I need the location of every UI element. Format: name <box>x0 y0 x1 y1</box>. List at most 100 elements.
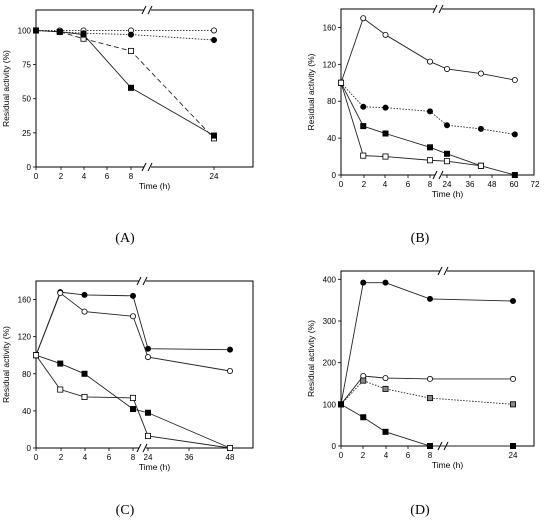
x-tick-label: 4 <box>82 172 87 181</box>
x-tick-label: 48 <box>488 180 497 189</box>
x-tick-label: 6 <box>406 180 411 189</box>
data-point <box>509 401 516 408</box>
x-tick-label: 6 <box>107 453 112 462</box>
axis-break-gap <box>139 444 146 452</box>
axis-break-gap <box>440 267 447 275</box>
data-point <box>443 122 450 129</box>
axis-break-mark <box>141 162 147 172</box>
data-point <box>210 27 217 34</box>
data-point <box>382 130 389 137</box>
data-point <box>426 144 433 151</box>
data-point <box>144 432 151 439</box>
x-tick-label: 0 <box>34 172 39 181</box>
data-point <box>511 131 518 138</box>
x-tick-label: 24 <box>443 180 452 189</box>
axis-break-mark <box>142 276 148 286</box>
x-tick-label: 2 <box>361 451 366 460</box>
data-point <box>426 295 433 302</box>
axis-break-mark <box>141 5 147 15</box>
x-axis-label: Time (h) <box>139 181 170 191</box>
y-tick-label: 100 <box>18 26 32 35</box>
data-point <box>509 297 516 304</box>
data-point <box>81 291 88 298</box>
y-tick-label: 40 <box>327 134 336 143</box>
x-tick-label: 72 <box>531 180 540 189</box>
x-axis-label: Time (h) <box>139 462 170 472</box>
x-tick-label: 8 <box>428 451 433 460</box>
x-tick-label: 8 <box>131 453 136 462</box>
data-point <box>426 157 433 164</box>
axis-break-gap <box>144 6 151 14</box>
x-tick-label: 24 <box>509 451 518 460</box>
axis-break-gap <box>435 5 442 13</box>
data-point <box>226 346 233 353</box>
data-point <box>127 84 134 91</box>
panel-label: (D) <box>410 503 430 518</box>
data-point <box>129 313 136 320</box>
x-tick-label: 0 <box>339 180 344 189</box>
series-line <box>35 30 215 136</box>
axis-break-mark <box>432 170 438 180</box>
x-tick-label: 4 <box>383 180 388 189</box>
panel-label: (C) <box>116 503 135 518</box>
x-tick-label: 8 <box>129 172 134 181</box>
y-tick-label: 0 <box>332 442 337 451</box>
y-tick-label: 100 <box>323 400 337 409</box>
axis-break-mark <box>147 162 153 172</box>
y-tick-label: 50 <box>22 95 31 104</box>
data-point <box>81 308 88 315</box>
y-tick-label: 75 <box>22 61 31 70</box>
x-tick-label: 24 <box>210 172 219 181</box>
y-tick-label: 25 <box>22 129 31 138</box>
data-point <box>226 444 233 451</box>
series-line <box>35 292 231 372</box>
data-point <box>144 354 151 361</box>
series-line <box>340 82 481 167</box>
data-point <box>129 394 136 401</box>
data-point <box>511 171 518 178</box>
series-line <box>35 30 215 139</box>
data-point <box>426 375 433 382</box>
y-tick-label: 0 <box>27 444 32 453</box>
y-tick-label: 400 <box>323 275 337 284</box>
data-point <box>57 360 64 367</box>
plot-frame <box>35 280 254 449</box>
x-tick-label: 2 <box>59 453 64 462</box>
data-point <box>426 395 433 402</box>
x-tick-label: 6 <box>105 172 110 181</box>
y-tick-label: 120 <box>323 60 337 69</box>
data-point <box>337 401 344 408</box>
axis-break-mark <box>147 5 153 15</box>
x-axis-label: Time (h) <box>432 189 463 199</box>
y-tick-label: 120 <box>18 333 32 342</box>
data-point <box>360 123 367 130</box>
data-point <box>210 37 217 44</box>
data-point <box>509 375 516 382</box>
data-point <box>443 158 450 165</box>
y-tick-label: 300 <box>323 317 337 326</box>
y-tick-label: 80 <box>327 97 336 106</box>
x-tick-label: 2 <box>362 180 367 189</box>
series-line <box>340 282 514 405</box>
axis-break-gap <box>435 171 442 179</box>
axis-break-mark <box>437 266 443 276</box>
data-point <box>360 152 367 159</box>
y-tick-label: 160 <box>323 23 337 32</box>
series-line <box>35 354 231 449</box>
data-point <box>226 367 233 374</box>
data-point <box>129 292 136 299</box>
axis-break-mark <box>443 266 449 276</box>
y-axis-label: Residual activity (%) <box>1 326 11 403</box>
data-point <box>477 70 484 77</box>
x-tick-label: 48 <box>226 453 235 462</box>
axis-break-mark <box>136 276 142 286</box>
data-point <box>426 58 433 65</box>
x-tick-label: 4 <box>83 453 88 462</box>
data-point <box>33 352 40 359</box>
x-tick-label: 24 <box>144 453 153 462</box>
data-point <box>382 375 389 382</box>
